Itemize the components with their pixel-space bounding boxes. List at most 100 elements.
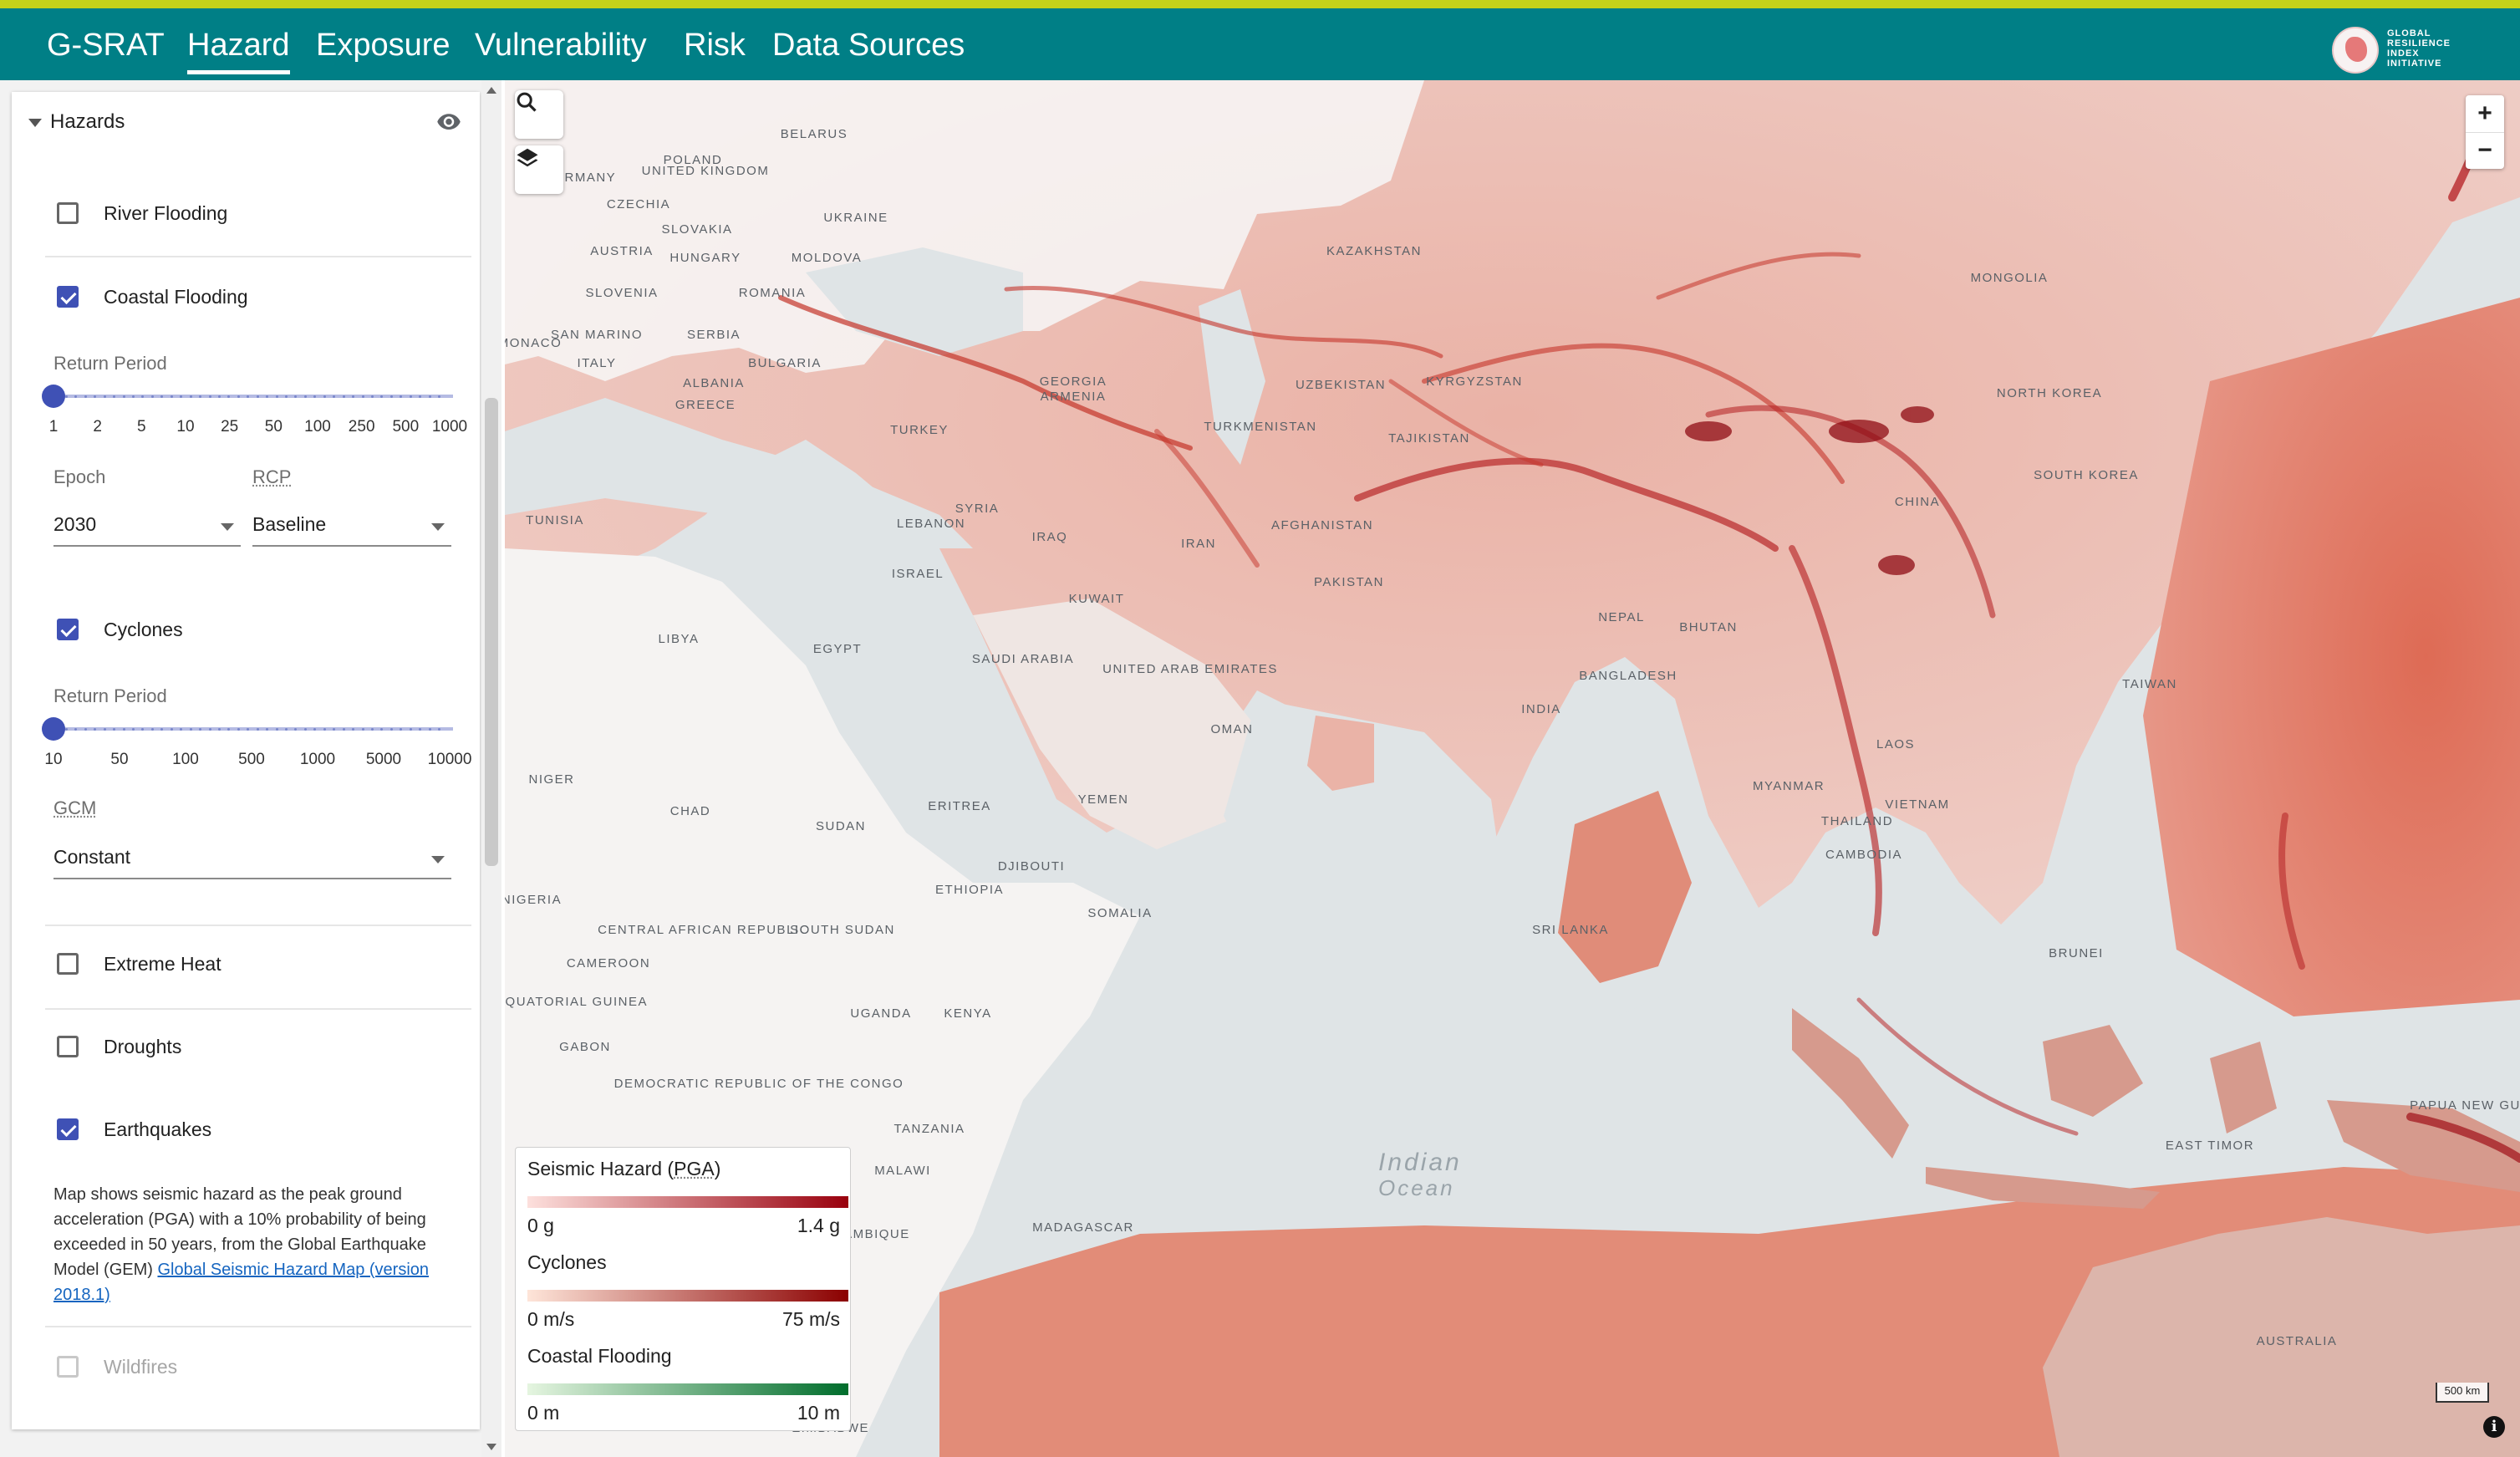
map-place-label: Djibouti [997, 859, 1066, 874]
tab-hazard[interactable]: Hazard [187, 27, 290, 74]
slider-tick-label: 5000 [365, 751, 402, 768]
scroll-thumb[interactable] [485, 398, 498, 866]
tab-exposure[interactable]: Exposure [316, 28, 451, 63]
map-place-label: United Kingdom [641, 164, 770, 178]
tab-vulnerability[interactable]: Vulnerability [475, 28, 647, 63]
map-place-label: South Korea [2034, 468, 2139, 482]
seismic-legend-title: Seismic Hazard (PGA) [527, 1158, 720, 1180]
map-place-label: Malawi [874, 1164, 931, 1178]
slider-tick [342, 728, 345, 731]
gcm-label: GCM [53, 797, 97, 818]
slider-tick [217, 728, 221, 731]
map-place-label: Poland [663, 153, 723, 167]
map-place-label: Nepal [1598, 610, 1645, 624]
map-place-label: Vietnam [1885, 797, 1950, 812]
tab-data-sources[interactable]: Data Sources [772, 28, 965, 63]
seismic-belts [778, 110, 2520, 1163]
map-place-label: Oman [1210, 722, 1254, 736]
coastal-flooding-checkbox[interactable] [57, 286, 79, 308]
cyclones-return-period-label: Return Period [53, 685, 167, 706]
map-place-label: Italy [577, 356, 617, 370]
slider-tick [409, 728, 412, 731]
seismic-title-prefix: Seismic Hazard ( [527, 1158, 675, 1179]
slider-tick [285, 728, 288, 731]
slider-tick-label: 5 [137, 418, 146, 436]
slider-tick [170, 395, 173, 398]
cyclones-return-period-slider[interactable] [53, 727, 453, 731]
wildfires-checkbox[interactable] [57, 1356, 79, 1378]
slider-tick [438, 728, 440, 731]
coastal-return-period-thumb[interactable] [42, 385, 65, 408]
slider-tick [189, 728, 192, 731]
cyclones-checkbox[interactable] [57, 619, 79, 640]
slider-tick-label: 10 [176, 418, 195, 436]
extreme-heat-checkbox[interactable] [57, 953, 79, 975]
zoom-in-button[interactable]: + [2477, 99, 2492, 127]
gri-logo[interactable]: GLOBAL RESILIENCE INDEX INITIATIVE [2332, 22, 2474, 75]
map-place-label: Chad [669, 804, 711, 818]
slider-tick [84, 728, 87, 731]
river-flooding-checkbox[interactable] [57, 202, 79, 224]
droughts-checkbox[interactable] [57, 1036, 79, 1057]
slider-tick [247, 728, 250, 731]
map-place-label: Central African Republic [598, 923, 810, 937]
map-place-label: Libya [658, 632, 700, 646]
slider-tick-label: 10 [44, 751, 63, 768]
slider-tick [113, 728, 116, 731]
hazard-map[interactable]: Belarus Poland Germany Czechia Ukraine Slovak… [505, 80, 2520, 1457]
rcp-select[interactable]: Baseline [252, 508, 451, 547]
sidebar-scrollbar[interactable] [481, 80, 501, 1457]
slider-tick [122, 395, 125, 398]
map-place-label: Lebanon [896, 517, 966, 531]
slider-tick [94, 728, 97, 731]
slider-tick [208, 395, 211, 398]
map-place-label: Pakistan [1314, 575, 1384, 589]
map-place-label: Gabon [559, 1040, 611, 1054]
slider-tick [352, 395, 355, 398]
coastal-return-period-slider[interactable] [53, 395, 453, 398]
map-place-label: Iran [1181, 537, 1216, 551]
tab-risk[interactable]: Risk [684, 28, 746, 63]
visibility-eye-icon[interactable] [432, 109, 466, 134]
slider-tick [419, 728, 422, 731]
slider-tick [323, 395, 326, 398]
search-icon [517, 92, 537, 112]
map-place-label: Bhutan [1679, 620, 1738, 634]
scroll-down-arrow-icon[interactable] [486, 1444, 496, 1450]
slider-tick [400, 395, 403, 398]
pga-abbr: PGA [674, 1158, 715, 1179]
earthquakes-label: Earthquakes [104, 1118, 212, 1140]
epoch-select[interactable]: 2030 [53, 508, 241, 547]
gem-hazard-map-link[interactable]: Global Seismic Hazard Map (version 2018.… [53, 1261, 430, 1304]
slider-tick [361, 395, 364, 398]
map-place-label: Mongolia [1970, 271, 2049, 285]
map-place-label: Belarus [780, 127, 848, 141]
cyclones-legend-title: Cyclones [527, 1251, 607, 1273]
app-brand[interactable]: G-SRAT [47, 28, 165, 63]
map-place-label: Syria [955, 502, 1000, 516]
slider-tick [84, 395, 87, 398]
layers-button[interactable] [515, 145, 563, 194]
slider-tick [237, 395, 240, 398]
map-place-label: Moldova [791, 251, 863, 265]
gcm-select[interactable]: Constant [53, 841, 451, 879]
map-place-label: Iraq [1031, 530, 1068, 544]
attribution-info-icon[interactable]: i [2483, 1416, 2505, 1438]
slider-tick [237, 728, 240, 731]
coastal-max: 10 m [797, 1402, 840, 1424]
hazards-panel-header[interactable]: Hazards [12, 92, 480, 159]
slider-tick [428, 728, 431, 731]
slider-tick [342, 395, 345, 398]
slider-tick [275, 728, 278, 731]
slider-tick [65, 728, 68, 731]
zoom-out-button[interactable]: − [2477, 136, 2492, 164]
collapse-caret-icon[interactable] [28, 119, 42, 127]
map-search-button[interactable] [515, 90, 563, 139]
slider-tick [313, 395, 317, 398]
cyclones-return-period-thumb[interactable] [42, 717, 65, 741]
scroll-up-arrow-icon[interactable] [486, 87, 496, 94]
earthquakes-checkbox[interactable] [57, 1118, 79, 1140]
map-place-label: Eritrea [928, 799, 991, 813]
map-place-label: Brunei [2049, 946, 2104, 960]
slider-tick-label: 1000 [431, 418, 468, 436]
